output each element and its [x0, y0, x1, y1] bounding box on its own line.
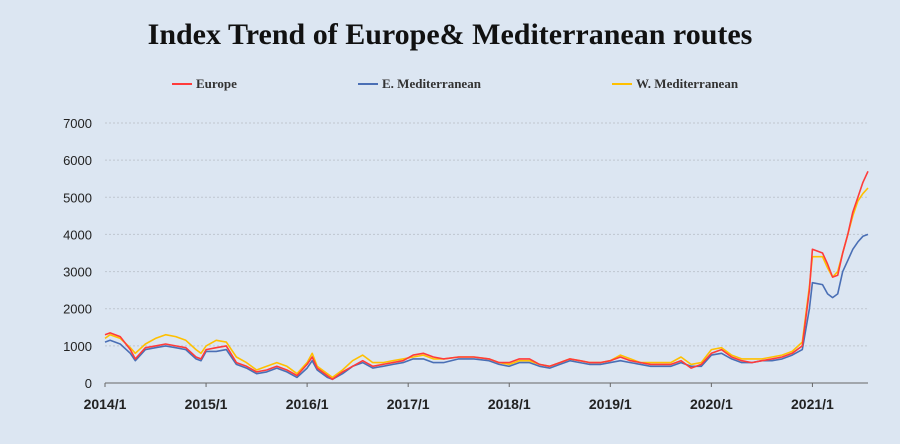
x-tick-label: 2014/1: [84, 396, 127, 412]
x-tick-label: 2016/1: [286, 396, 329, 412]
y-tick-label: 1000: [63, 339, 92, 354]
chart-title: Index Trend of Europe& Mediterranean rou…: [147, 18, 753, 51]
y-tick-label: 3000: [63, 265, 92, 280]
legend-label: E. Mediterranean: [382, 76, 482, 91]
series-line-w-mediterranean: [104, 187, 869, 379]
x-axis: 2014/1 2015/1 2016/1 2017/1 2018/1 2019/1 2020…: [84, 382, 868, 412]
y-tick-label: 5000: [63, 190, 92, 205]
series-line-europe: [104, 170, 869, 381]
gridlines: [105, 122, 868, 347]
y-tick-label: 4000: [63, 227, 92, 242]
legend-label: W. Mediterranean: [636, 76, 739, 91]
x-tick-label: 2018/1: [488, 396, 531, 412]
x-tick-label: 2017/1: [387, 396, 430, 412]
x-tick-label: 2019/1: [589, 396, 632, 412]
x-tick-label: 2015/1: [185, 396, 228, 412]
series-lines: [104, 170, 869, 381]
x-tick-label: 2021/1: [791, 396, 834, 412]
x-tick-label: 2020/1: [690, 396, 733, 412]
series-line-e-mediterranean: [104, 233, 869, 381]
y-tick-label: 2000: [63, 302, 92, 317]
y-tick-label: 7000: [63, 116, 92, 131]
legend: Europe E. Mediterranean W. Mediterranean: [172, 76, 739, 91]
y-axis: 0 1000 2000 3000 4000 5000 6000 7000: [63, 116, 92, 391]
y-tick-label: 6000: [63, 153, 92, 168]
legend-label: Europe: [196, 76, 237, 91]
y-tick-label: 0: [85, 376, 92, 391]
